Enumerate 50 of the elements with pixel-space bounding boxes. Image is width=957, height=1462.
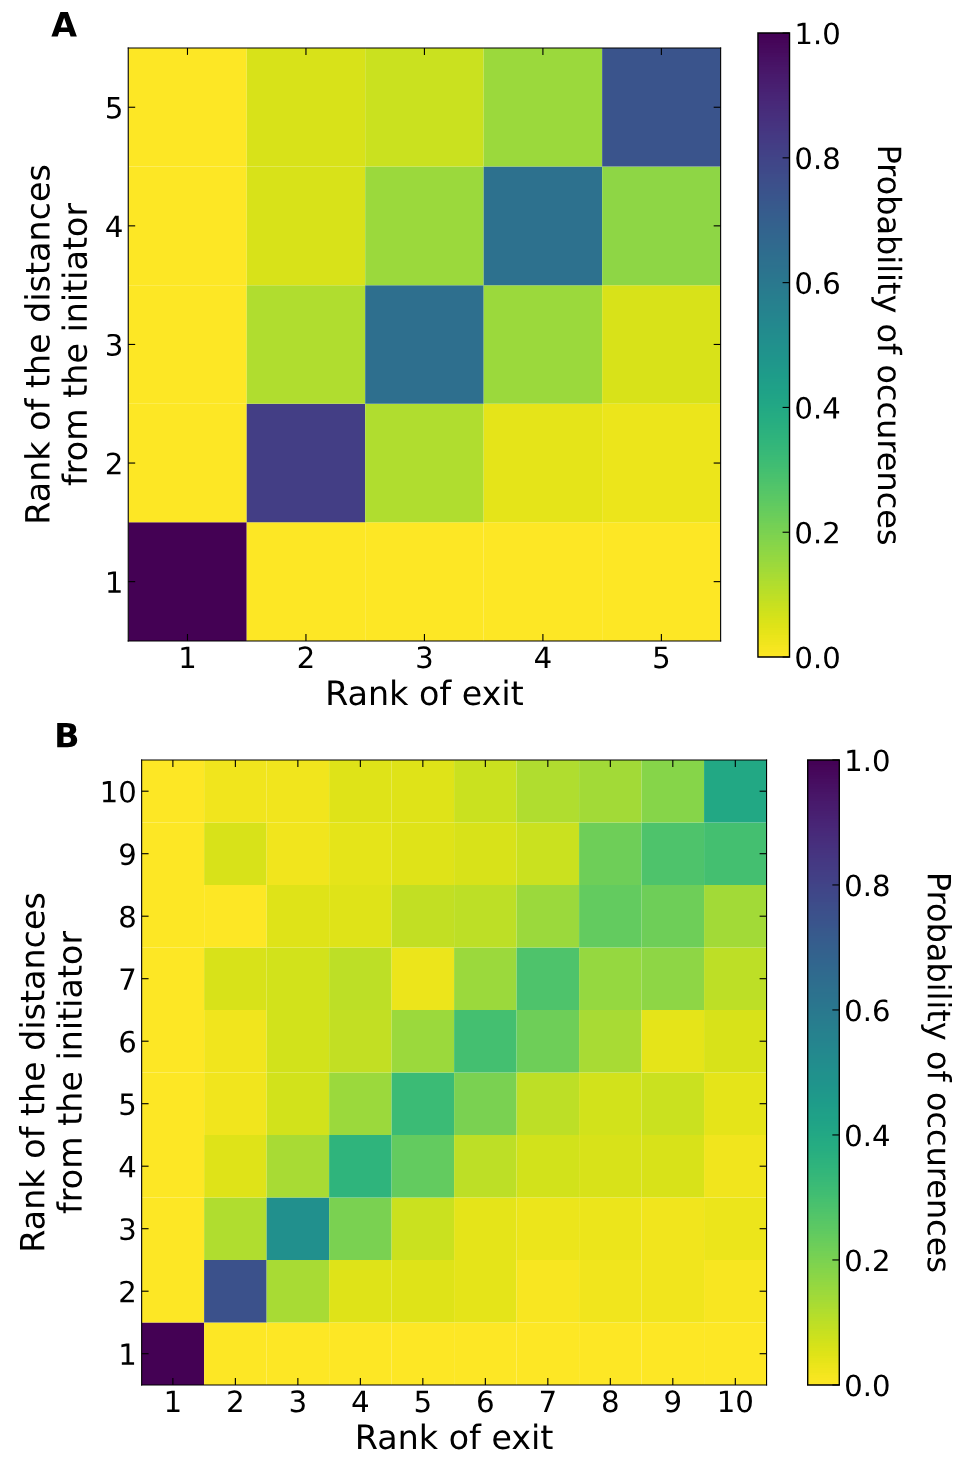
color-bar-label: 1.0 — [847, 749, 889, 772]
y-tick-label: 1 — [108, 571, 121, 593]
y-axis-title: Rank of the distances from the initiator — [18, 893, 83, 1250]
x-tick-label: 3 — [290, 1390, 305, 1413]
x-axis-title: Rank of exit — [328, 679, 523, 706]
x-tick-label: 4 — [352, 1390, 368, 1412]
x-axis-title: Rank of exit — [358, 1423, 553, 1450]
color-bar-label: 0.8 — [846, 874, 889, 897]
color-bar-title: Probability of occurences — [871, 147, 903, 544]
x-tick-label: 1 — [166, 1390, 180, 1412]
y-tick-label: 10 — [102, 780, 135, 803]
color-bar-label: 0.0 — [796, 646, 839, 669]
y-tick-label: 1 — [121, 1343, 135, 1365]
x-tick-label: 3 — [417, 646, 432, 669]
color-bar-title: Probability of occurences — [921, 875, 953, 1272]
chart-title: A — [51, 12, 77, 37]
x-tick-label: 6 — [478, 1390, 493, 1413]
color-bar-label: 0.2 — [796, 521, 838, 544]
y-tick-label: 4 — [106, 215, 122, 237]
color-bar-label: 0.6 — [846, 999, 889, 1022]
x-tick-label: 9 — [665, 1390, 681, 1413]
x-tick-label: 5 — [415, 1390, 430, 1413]
y-tick-label: 5 — [107, 97, 121, 119]
x-tick-label: 8 — [603, 1390, 618, 1413]
y-tick-label: 6 — [120, 1030, 135, 1053]
color-bar-label: 0.4 — [846, 1124, 889, 1147]
x-tick-label: 4 — [535, 646, 551, 668]
color-bar-label: 1.0 — [797, 22, 839, 45]
y-tick-label: 3 — [107, 333, 122, 356]
x-tick-label: 2 — [228, 1390, 242, 1412]
y-tick-label: 8 — [120, 905, 135, 928]
color-bar-label: 0.6 — [796, 272, 839, 295]
color-bar-label: 0.8 — [796, 147, 839, 170]
color-bar-label: 0.2 — [846, 1249, 888, 1272]
color-bar-label: 0.0 — [846, 1374, 889, 1397]
y-tick-label: 7 — [120, 968, 135, 990]
x-tick-label: 5 — [654, 646, 669, 669]
chart-title: B — [57, 722, 78, 748]
y-tick-label: 2 — [106, 452, 121, 475]
color-bar-label: 0.4 — [796, 396, 840, 419]
x-tick-label: 1 — [181, 646, 195, 668]
y-tick-label: 4 — [119, 1156, 136, 1178]
y-tick-label: 5 — [120, 1093, 135, 1116]
y-tick-label: 3 — [120, 1218, 135, 1241]
x-tick-label: 10 — [719, 1390, 752, 1413]
y-axis-title: Rank of the distances from the initiator — [24, 165, 88, 522]
x-tick-label: 2 — [298, 646, 313, 668]
y-tick-label: 9 — [120, 843, 135, 866]
y-tick-label: 2 — [120, 1280, 134, 1303]
x-tick-label: 7 — [540, 1390, 555, 1412]
